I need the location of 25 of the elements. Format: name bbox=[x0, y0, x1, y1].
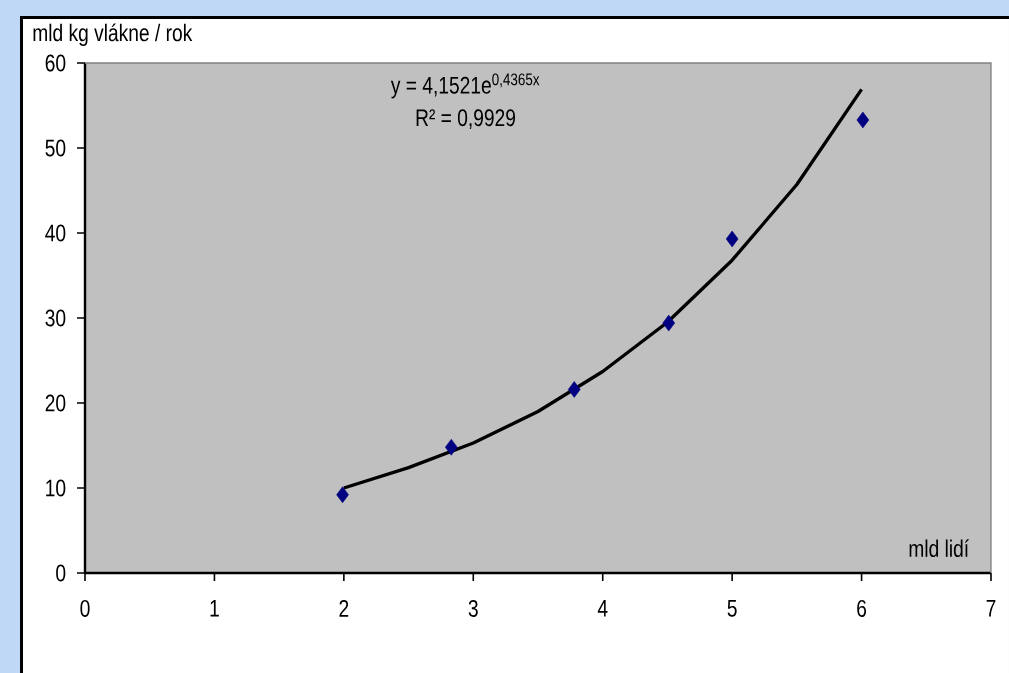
point bbox=[662, 314, 675, 332]
y-tick-label: 60 bbox=[45, 54, 66, 72]
y-tick-label: 20 bbox=[45, 394, 66, 412]
y-tick-label: 0 bbox=[56, 564, 66, 582]
point bbox=[336, 486, 349, 504]
x-tick-label: 2 bbox=[339, 599, 349, 617]
annotation: y = 4,1521e$^{0,4365x}$ bbox=[390, 73, 540, 99]
y-axis-title: mld kg vlákne / rok bbox=[33, 23, 193, 47]
y-tick-label: 50 bbox=[45, 139, 66, 157]
y-tick-label: 40 bbox=[45, 224, 66, 242]
annotation: R² = 0,9929 bbox=[416, 109, 516, 130]
x-tick-label: 1 bbox=[210, 599, 219, 617]
point bbox=[567, 381, 581, 398]
y-tick-label: 10 bbox=[46, 479, 66, 497]
point bbox=[445, 438, 458, 456]
point bbox=[856, 111, 870, 129]
x-tick-label: 6 bbox=[857, 599, 867, 617]
x-tick-label: 4 bbox=[597, 599, 608, 617]
x-tick-label: 0 bbox=[80, 599, 90, 617]
x-tick-label: 3 bbox=[468, 599, 478, 617]
y-tick-label: 30 bbox=[45, 309, 66, 327]
point bbox=[725, 230, 739, 248]
x-tick-label: 7 bbox=[986, 599, 996, 617]
x-axis-title: mld lidí bbox=[909, 539, 969, 558]
x-tick-label: 5 bbox=[727, 599, 737, 617]
